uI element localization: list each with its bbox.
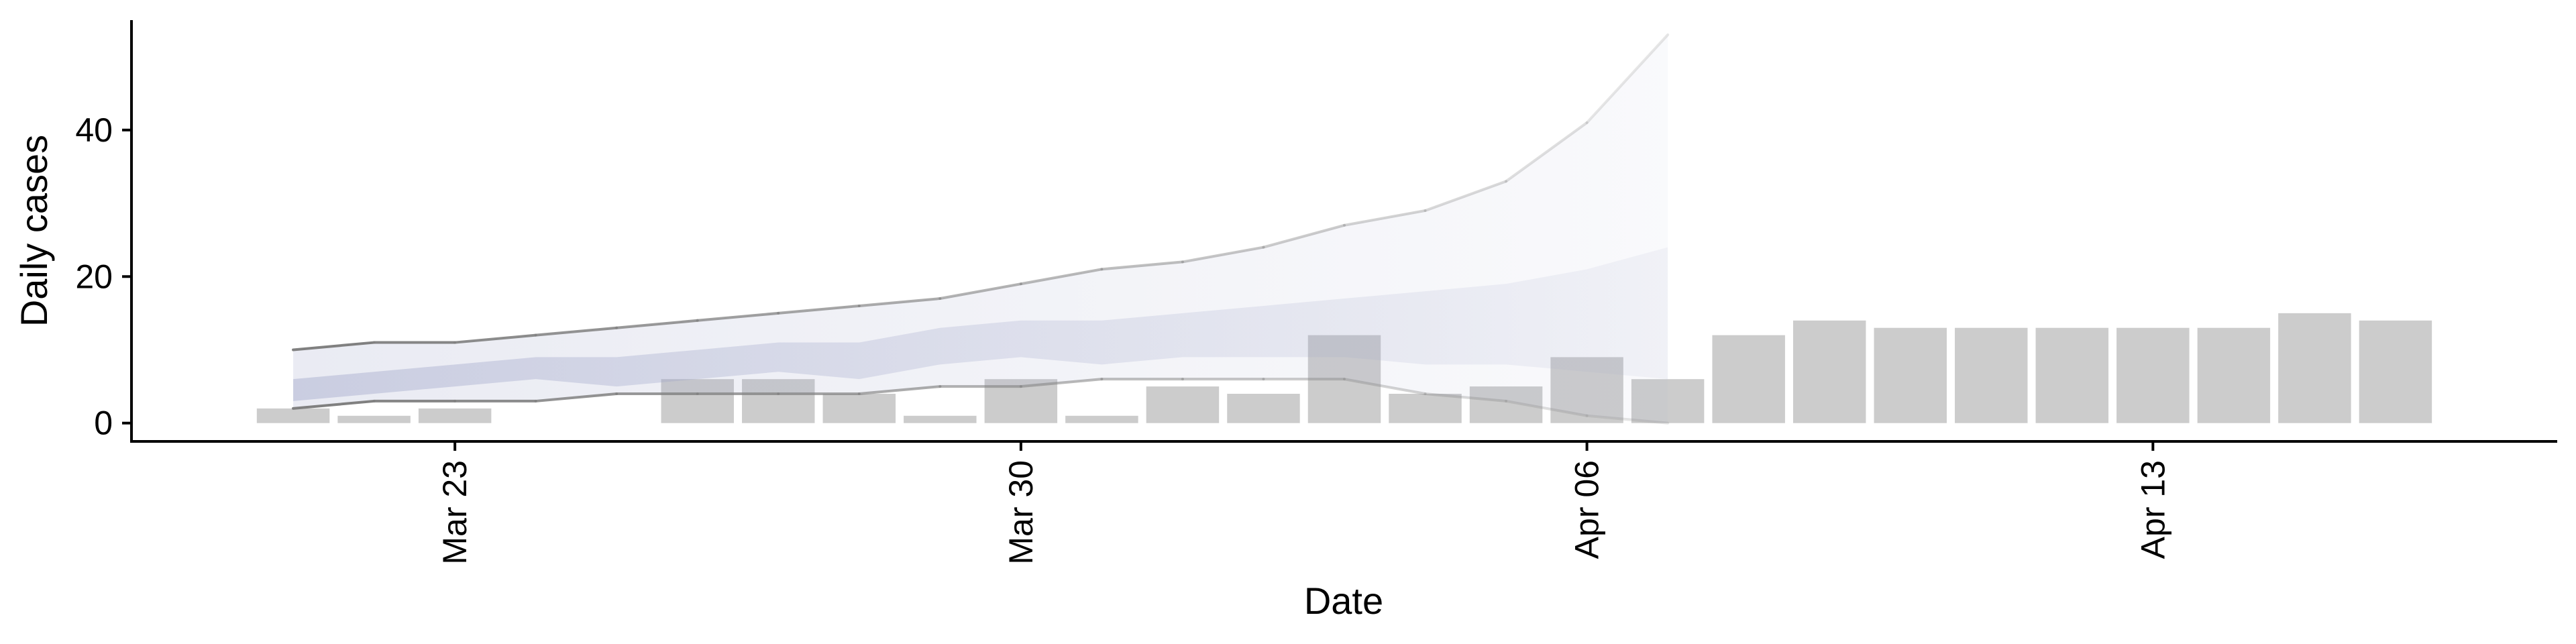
y-ticks: 0 20 40 xyxy=(75,111,131,442)
bar-2020-04-12 xyxy=(2035,327,2109,423)
bar-2020-04-09 xyxy=(1792,320,1866,423)
forecast-lower-line-segment xyxy=(1505,399,1589,417)
bar-2020-03-21 xyxy=(256,408,330,423)
forecast-lower-line-segment xyxy=(857,385,942,396)
forecast-layer xyxy=(292,33,1670,425)
x-tick-label: Mar 30 xyxy=(1002,460,1040,565)
forecast-upper-line-segment xyxy=(1585,33,1670,124)
x-axis-title: Date xyxy=(1304,580,1383,622)
forecast-upper-line-segment xyxy=(534,326,619,337)
forecast-upper-line-segment xyxy=(1100,260,1184,271)
bar-2020-04-13 xyxy=(2116,327,2190,423)
bar-2020-04-01 xyxy=(1146,386,1220,423)
bar-2020-03-31 xyxy=(1065,415,1138,423)
forecast-upper-line-segment xyxy=(1262,223,1346,249)
forecast-upper-line-segment xyxy=(1505,121,1589,183)
y-tick-label: 20 xyxy=(75,258,113,295)
bar-2020-04-04 xyxy=(1389,394,1462,423)
y-tick-label: 40 xyxy=(75,111,113,149)
forecast-upper-line-segment xyxy=(1424,180,1508,212)
forecast-lower-line xyxy=(292,378,1670,425)
x-ticks: Mar 23 Mar 30 Apr 06 Apr 13 xyxy=(436,441,2171,565)
forecast-lower-line-segment xyxy=(1343,378,1427,396)
bar-2020-04-02 xyxy=(1227,394,1300,423)
bar-2020-04-11 xyxy=(1955,327,2028,423)
bar-2020-04-08 xyxy=(1712,335,1785,423)
bar-2020-04-10 xyxy=(1874,327,1947,423)
x-tick-label: Apr 06 xyxy=(1568,460,1606,559)
forecast-upper-line-segment xyxy=(453,333,537,344)
forecast-lower-line-segment xyxy=(292,399,376,410)
forecast-lower-line-segment xyxy=(1019,378,1104,388)
forecast-upper-line-segment xyxy=(938,282,1022,301)
x-tick-label: Mar 23 xyxy=(436,460,474,565)
forecast-upper-line-segment xyxy=(696,311,780,322)
forecast-lower-line-segment xyxy=(534,392,619,402)
forecast-upper-line-segment xyxy=(1019,268,1104,286)
forecast-upper-line-segment xyxy=(1343,209,1427,227)
forecast-lower-line-segment xyxy=(1424,392,1508,402)
bar-2020-04-14 xyxy=(2197,327,2271,423)
y-tick-label: 0 xyxy=(94,405,113,442)
bar-2020-04-15 xyxy=(2278,313,2351,423)
forecast-upper-line xyxy=(292,33,1670,352)
bar-2020-03-23 xyxy=(418,408,492,423)
forecast-upper-line-segment xyxy=(857,297,942,307)
forecast-upper-line-segment xyxy=(777,304,861,315)
bar-2020-03-29 xyxy=(904,415,977,423)
forecast-inner-band xyxy=(293,247,1668,401)
forecast-upper-line-segment xyxy=(292,341,376,352)
forecast-upper-line-segment xyxy=(1181,246,1265,264)
bar-2020-04-16 xyxy=(2359,320,2432,423)
x-tick-label: Apr 13 xyxy=(2134,460,2171,559)
bar-2020-03-28 xyxy=(822,394,896,423)
y-axis-title: Daily cases xyxy=(13,135,55,327)
forecast-upper-line-segment xyxy=(615,319,699,329)
forecast-lower-line-segment xyxy=(1585,414,1670,425)
bar-2020-03-22 xyxy=(337,415,411,423)
